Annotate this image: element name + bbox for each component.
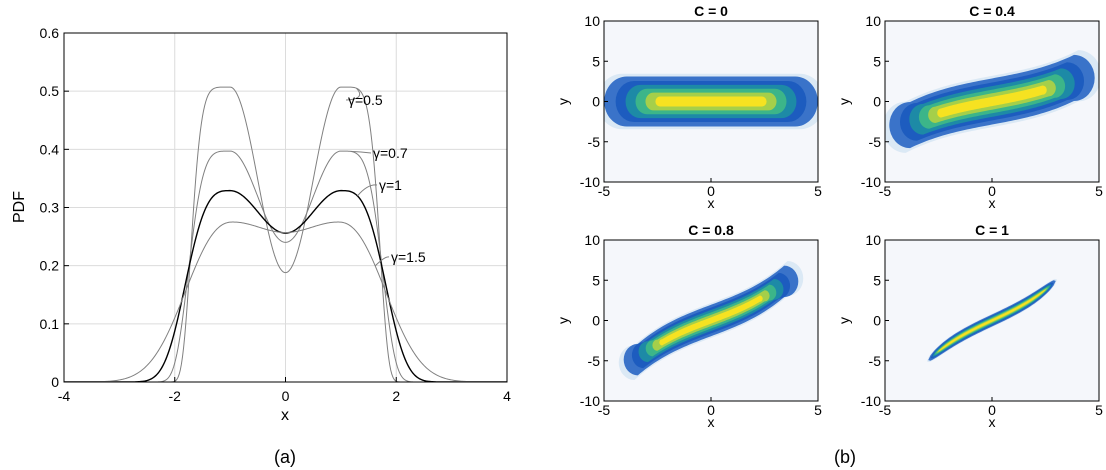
x-tick-label: -5	[598, 183, 611, 199]
x-tick-label: 0	[707, 183, 715, 199]
x-tick-label: 0	[282, 388, 290, 404]
tick-labels: -4 -2 0 2 4 0 0.1 0.2 0.3 0.4 0.5 0.6	[40, 25, 512, 404]
panel-title: C = 0.4	[969, 3, 1015, 19]
x-tick-label: 5	[814, 402, 822, 418]
y-tick-label: 5	[592, 272, 600, 288]
pdf-line-chart: -4 -2 0 2 4 0 0.1 0.2 0.3 0.4 0.5 0.6 γ=0.5 γ=0.7 γ=1…	[11, 25, 511, 424]
panel-title: C = 0	[694, 3, 728, 19]
x-tick-label: -5	[879, 183, 892, 199]
y-axis-label: PDF	[11, 191, 28, 223]
label-leader-line	[345, 87, 361, 101]
y-tick-label: 0.1	[40, 316, 60, 332]
curve-labels: γ=0.5 γ=0.7 γ=1 γ=1.5	[345, 87, 426, 267]
y-tick-label: -10	[580, 174, 600, 190]
y-tick-label: -5	[588, 353, 601, 369]
density-level-6	[659, 295, 763, 346]
x-tick-label: 5	[1095, 183, 1103, 199]
y-tick-label: 5	[592, 53, 600, 69]
x-tick-label: 0	[707, 402, 715, 418]
density-blob	[885, 50, 1099, 153]
x-axis-label: x	[708, 414, 715, 430]
density-blob	[618, 260, 804, 381]
x-tick-label: 5	[814, 183, 822, 199]
x-tick-label: -5	[598, 402, 611, 418]
x-tick-label: -5	[879, 402, 892, 418]
x-tick-label: 2	[392, 388, 400, 404]
x-tick-label: 4	[503, 388, 511, 404]
x-axis-label: x	[989, 195, 996, 211]
y-axis-label: y	[555, 98, 571, 105]
series-label-gamma-1: γ=1	[379, 177, 402, 193]
series-line-gamma-0-7	[64, 150, 507, 382]
series-label-gamma-0-7: γ=0.7	[373, 145, 408, 161]
x-tick-label: 0	[988, 402, 996, 418]
series-line-gamma-1-5	[64, 221, 507, 382]
y-tick-label: -5	[588, 134, 601, 150]
caption-a: (a)	[274, 447, 296, 467]
y-tick-label: 0	[592, 313, 600, 329]
y-tick-label: -5	[869, 353, 882, 369]
x-tick-label: 5	[1095, 402, 1103, 418]
label-leader-line	[357, 184, 378, 197]
y-axis-label: y	[836, 317, 852, 324]
x-axis-label: x	[281, 407, 289, 424]
x-tick-label: 0	[988, 183, 996, 199]
y-tick-label: 10	[584, 13, 600, 29]
y-axis-label: y	[836, 98, 852, 105]
y-tick-label: 0	[873, 313, 881, 329]
x-axis-label: x	[989, 414, 996, 430]
density-blob	[604, 73, 818, 130]
y-tick-label: 5	[873, 53, 881, 69]
y-tick-label: 0.4	[40, 141, 60, 157]
label-leader-line	[374, 256, 390, 267]
y-tick-label: 0.3	[40, 200, 60, 216]
panel-title: C = 1	[975, 222, 1009, 238]
y-tick-label: -5	[869, 134, 882, 150]
x-tick-label: -2	[169, 388, 182, 404]
grid	[63, 32, 508, 383]
y-tick-label: 10	[865, 13, 881, 29]
x-axis-label: x	[708, 195, 715, 211]
series-label-gamma-1-5: γ=1.5	[391, 249, 426, 265]
y-axis-label: y	[555, 317, 571, 324]
caption-b: (b)	[834, 447, 856, 467]
y-tick-label: 0	[592, 94, 600, 110]
series-label-gamma-0-5: γ=0.5	[348, 92, 383, 108]
series-line-gamma-0-5	[64, 86, 507, 382]
density-level-6	[655, 96, 767, 107]
y-tick-label: 0	[873, 94, 881, 110]
y-tick-label: -10	[580, 393, 600, 409]
density-blob	[926, 278, 1058, 363]
x-tick-label: -4	[58, 388, 71, 404]
label-leader-line	[350, 150, 372, 154]
density-level-6	[937, 85, 1047, 118]
y-tick-label: 0.5	[40, 83, 60, 99]
y-tick-label: 5	[873, 272, 881, 288]
y-tick-label: 0	[51, 374, 59, 390]
y-tick-label: 0.6	[40, 25, 60, 41]
panel-title: C = 0.8	[688, 222, 734, 238]
y-tick-label: -10	[861, 174, 881, 190]
y-tick-label: 0.2	[40, 258, 60, 274]
y-tick-label: -10	[861, 393, 881, 409]
y-tick-label: 10	[584, 232, 600, 248]
density-level-6	[938, 289, 1046, 352]
y-tick-label: 10	[865, 232, 881, 248]
